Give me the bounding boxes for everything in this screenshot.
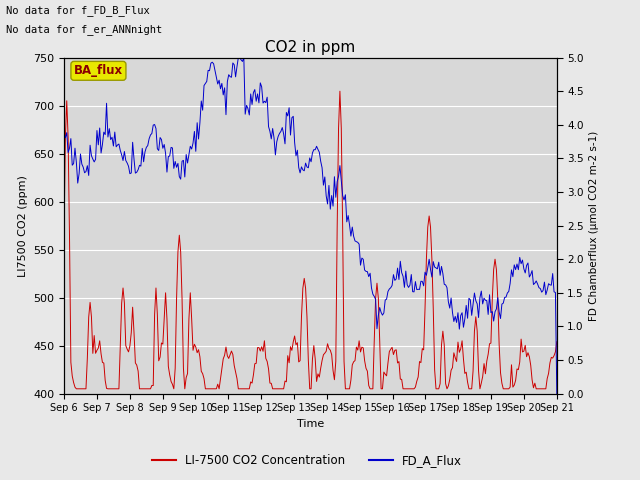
- Text: No data for f_er_ANNnight: No data for f_er_ANNnight: [6, 24, 163, 35]
- Legend: LI-7500 CO2 Concentration, FD_A_Flux: LI-7500 CO2 Concentration, FD_A_Flux: [148, 449, 467, 472]
- Y-axis label: LI7500 CO2 (ppm): LI7500 CO2 (ppm): [17, 175, 28, 276]
- Text: BA_flux: BA_flux: [74, 64, 123, 77]
- Y-axis label: FD Chamberflux (μmol CO2 m-2 s-1): FD Chamberflux (μmol CO2 m-2 s-1): [589, 131, 600, 321]
- Text: No data for f_FD_B_Flux: No data for f_FD_B_Flux: [6, 5, 150, 16]
- X-axis label: Time: Time: [297, 419, 324, 429]
- Title: CO2 in ppm: CO2 in ppm: [265, 40, 356, 55]
